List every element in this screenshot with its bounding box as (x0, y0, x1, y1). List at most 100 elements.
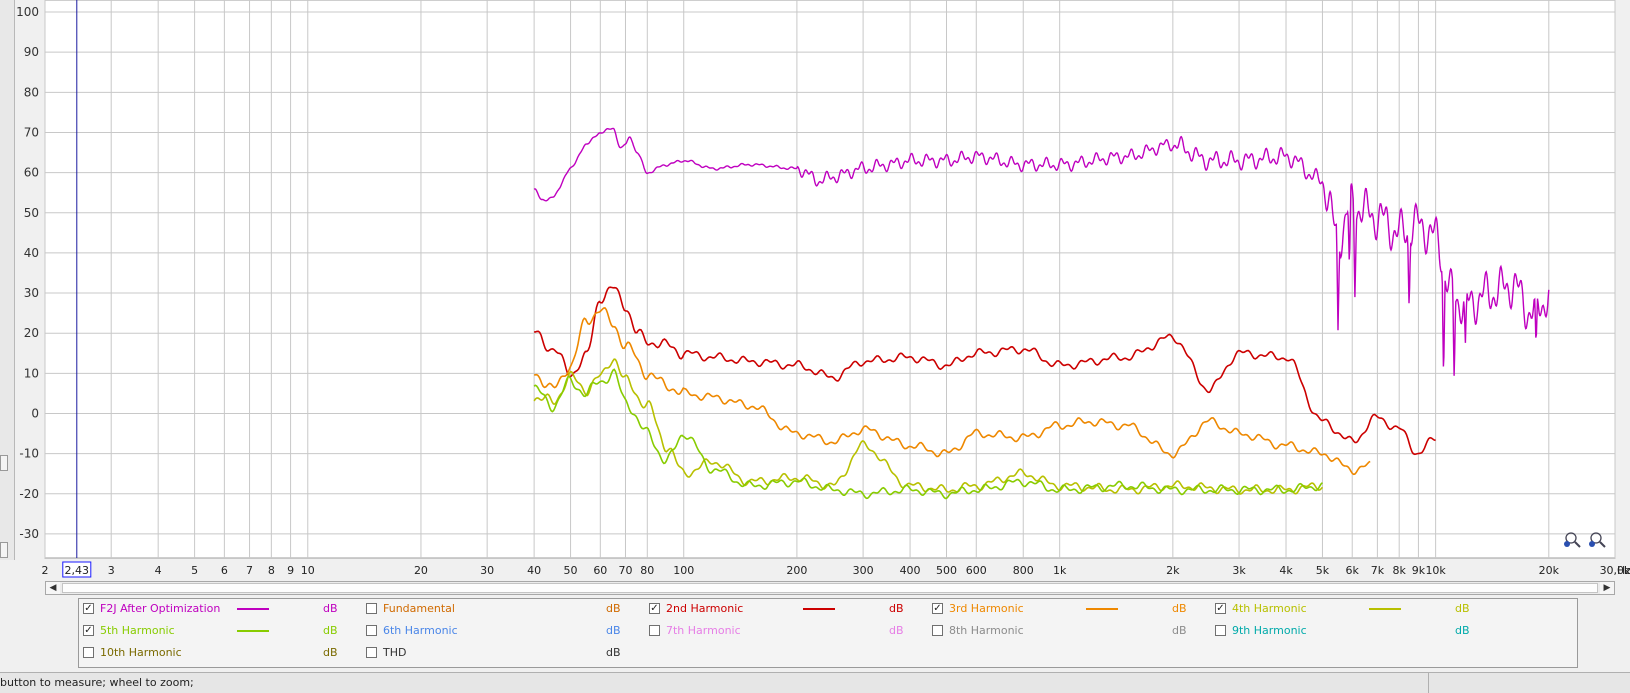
status-divider (1428, 673, 1429, 693)
y-tick-label: 30 (24, 286, 39, 300)
legend-checkbox[interactable] (366, 603, 377, 614)
x-tick-label: 800 (1013, 564, 1034, 577)
legend-checkbox[interactable] (649, 625, 660, 636)
legend-swatch (237, 608, 269, 610)
legend-item[interactable]: ✓ F2J After Optimization dB (83, 601, 353, 621)
x-tick-label: 9k (1412, 564, 1426, 577)
y-tick-label: -20 (19, 487, 39, 501)
status-text: button to measure; wheel to zoom; (0, 673, 194, 692)
scrollbar-thumb[interactable] (62, 583, 1598, 593)
legend-unit: dB (606, 645, 621, 661)
plot-area[interactable] (45, 0, 1615, 558)
legend-unit: dB (1455, 623, 1470, 639)
legend-checkbox[interactable]: ✓ (83, 603, 94, 614)
x-tick-label: 7k (1371, 564, 1385, 577)
y-tick-label: -30 (19, 527, 39, 541)
legend-item[interactable]: ✓ 5th Harmonic dB (83, 623, 353, 643)
x-tick-label: 5k (1316, 564, 1330, 577)
y-tick-label: 0 (31, 406, 39, 420)
y-tick-label: 70 (24, 125, 39, 139)
x-tick-label: 8k (1393, 564, 1407, 577)
y-tick-label: 40 (24, 246, 39, 260)
legend-unit: dB (889, 623, 904, 639)
legend-item[interactable]: 6th Harmonic dB (366, 623, 636, 643)
x-tick-label: 500 (936, 564, 957, 577)
legend-label: 8th Harmonic (949, 623, 1024, 639)
legend-label: 3rd Harmonic (949, 601, 1024, 617)
x-tick-label: 4k (1279, 564, 1293, 577)
x-unit-label: Hz (1617, 564, 1630, 577)
legend-unit: dB (606, 601, 621, 617)
x-tick-label: 20k (1539, 564, 1560, 577)
x-tick-label: 3 (108, 564, 115, 577)
legend-label: Fundamental (383, 601, 455, 617)
right-arrow-icon[interactable]: ▶ (1600, 582, 1614, 594)
y-tick-label: -10 (19, 447, 39, 461)
y-tick-label: 90 (24, 45, 39, 59)
x-tick-label: 2 (42, 564, 49, 577)
legend-item[interactable]: THD dB (366, 645, 636, 665)
x-tick-label: 1k (1053, 564, 1067, 577)
x-tick-label: 70 (618, 564, 632, 577)
x-tick-label: 6k (1346, 564, 1360, 577)
legend-unit: dB (1172, 601, 1187, 617)
legend-unit: dB (889, 601, 904, 617)
legend-label: 9th Harmonic (1232, 623, 1307, 639)
legend-checkbox[interactable] (83, 647, 94, 658)
horizontal-scrollbar[interactable]: ◀ ▶ (45, 581, 1615, 595)
legend-checkbox[interactable] (1215, 625, 1226, 636)
legend-label: 7th Harmonic (666, 623, 741, 639)
x-tick-label: 100 (673, 564, 694, 577)
y-tick-label: 20 (24, 326, 39, 340)
legend-item[interactable]: 9th Harmonic dB (1215, 623, 1485, 643)
cursor-readout: 2,43 (65, 564, 90, 577)
legend-checkbox[interactable]: ✓ (1215, 603, 1226, 614)
legend-checkbox[interactable]: ✓ (83, 625, 94, 636)
legend-item[interactable]: 8th Harmonic dB (932, 623, 1202, 643)
left-arrow-icon[interactable]: ◀ (46, 582, 60, 594)
legend-checkbox[interactable]: ✓ (649, 603, 660, 614)
legend-checkbox[interactable] (366, 647, 377, 658)
legend-unit: dB (606, 623, 621, 639)
y-tick-label: 100 (16, 5, 39, 19)
legend-unit: dB (323, 601, 338, 617)
legend-item[interactable]: 10th Harmonic dB (83, 645, 353, 665)
legend-checkbox[interactable]: ✓ (932, 603, 943, 614)
x-tick-label: 10k (1425, 564, 1446, 577)
legend-label: 10th Harmonic (100, 645, 182, 661)
legend-unit: dB (1172, 623, 1187, 639)
legend-unit: dB (323, 645, 338, 661)
legend-label: F2J After Optimization (100, 601, 220, 617)
legend-label: THD (383, 645, 406, 661)
legend-item[interactable]: 7th Harmonic dB (649, 623, 919, 643)
x-tick-label: 80 (640, 564, 654, 577)
x-tick-label: 60 (593, 564, 607, 577)
status-bar: button to measure; wheel to zoom; (0, 672, 1630, 693)
x-tick-label: 600 (966, 564, 987, 577)
legend-swatch (1086, 608, 1118, 610)
legend-unit: dB (323, 623, 338, 639)
legend-item[interactable]: ✓ 3rd Harmonic dB (932, 601, 1202, 621)
legend-checkbox[interactable] (366, 625, 377, 636)
y-tick-label: 80 (24, 85, 39, 99)
legend-checkbox[interactable] (932, 625, 943, 636)
x-tick-label: 20 (414, 564, 428, 577)
legend-item[interactable]: Fundamental dB (366, 601, 636, 621)
x-tick-label: 400 (900, 564, 921, 577)
legend-label: 6th Harmonic (383, 623, 458, 639)
x-tick-label: 6 (221, 564, 228, 577)
x-tick-label: 2k (1166, 564, 1180, 577)
x-tick-label: 40 (527, 564, 541, 577)
x-tick-label: 9 (287, 564, 294, 577)
legend-swatch (803, 608, 835, 610)
legend-swatch (1369, 608, 1401, 610)
x-tick-label: 10 (301, 564, 315, 577)
x-tick-label: 4 (155, 564, 162, 577)
legend-label: 5th Harmonic (100, 623, 175, 639)
